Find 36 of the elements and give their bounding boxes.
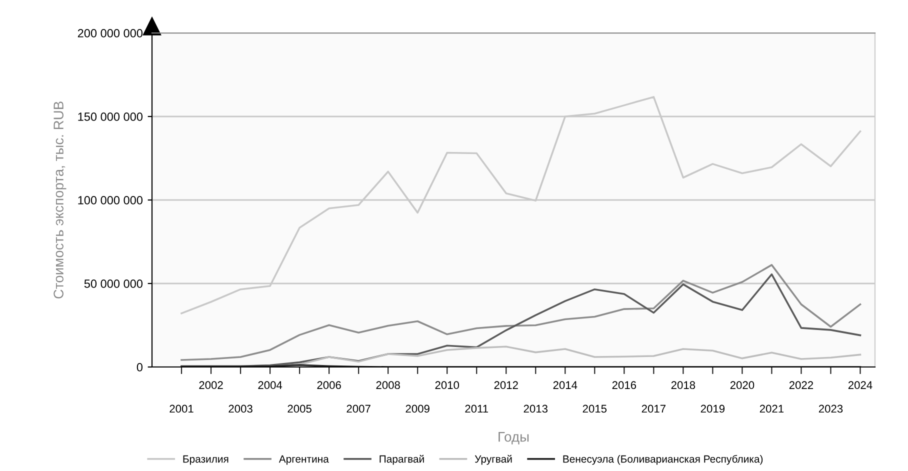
x-tick-label: 2006 xyxy=(317,381,341,390)
y-tick-label: 200 000 000 xyxy=(78,29,143,38)
y-tick-label: 50 000 000 xyxy=(84,280,143,288)
legend-label: Парагвай xyxy=(380,454,424,465)
x-tick-label: 2005 xyxy=(288,404,312,413)
x-tick-label: 2016 xyxy=(612,381,636,390)
legend-label: Венесуэла (Боливарианская Республика) xyxy=(563,454,763,465)
x-tick-label: 2019 xyxy=(700,404,725,413)
x-axis-title: Годы xyxy=(498,432,529,444)
x-tick-label: 2001 xyxy=(170,404,194,413)
x-tick-label: 2013 xyxy=(524,404,548,413)
y-axis-title: Стоимость экспорта, тыс. RUB xyxy=(54,102,66,298)
x-tick-label: 2024 xyxy=(848,381,872,390)
x-tick-label: 2017 xyxy=(642,404,666,413)
legend-label: Бразилия xyxy=(183,455,228,465)
x-tick-label: 2011 xyxy=(465,404,488,413)
x-tick-label: 2008 xyxy=(376,381,400,390)
y-tick-label: 150 000 000 xyxy=(78,112,143,121)
x-tick-label: 2003 xyxy=(228,404,252,413)
x-tick-label: 2021 xyxy=(760,404,784,413)
x-tick-label: 2018 xyxy=(671,381,696,390)
x-tick-label: 2022 xyxy=(789,381,814,390)
legend-label: Аргентина xyxy=(278,455,329,465)
x-tick-label: 2015 xyxy=(582,404,607,413)
x-tick-label: 2012 xyxy=(494,381,518,390)
x-tick-label: 2004 xyxy=(258,381,282,390)
x-tick-label: 2007 xyxy=(346,404,370,413)
y-tick-label: 100 000 000 xyxy=(78,196,143,204)
x-tick-label: 2014 xyxy=(553,381,578,390)
x-tick-label: 2002 xyxy=(199,381,223,390)
x-tick-label: 2023 xyxy=(818,404,843,413)
legend-label: Уругвай xyxy=(474,454,512,465)
x-tick-label: 2020 xyxy=(730,381,754,390)
x-tick-label: 2009 xyxy=(406,404,430,413)
y-tick-label: 0 xyxy=(136,363,143,372)
x-tick-label: 2010 xyxy=(435,381,460,390)
